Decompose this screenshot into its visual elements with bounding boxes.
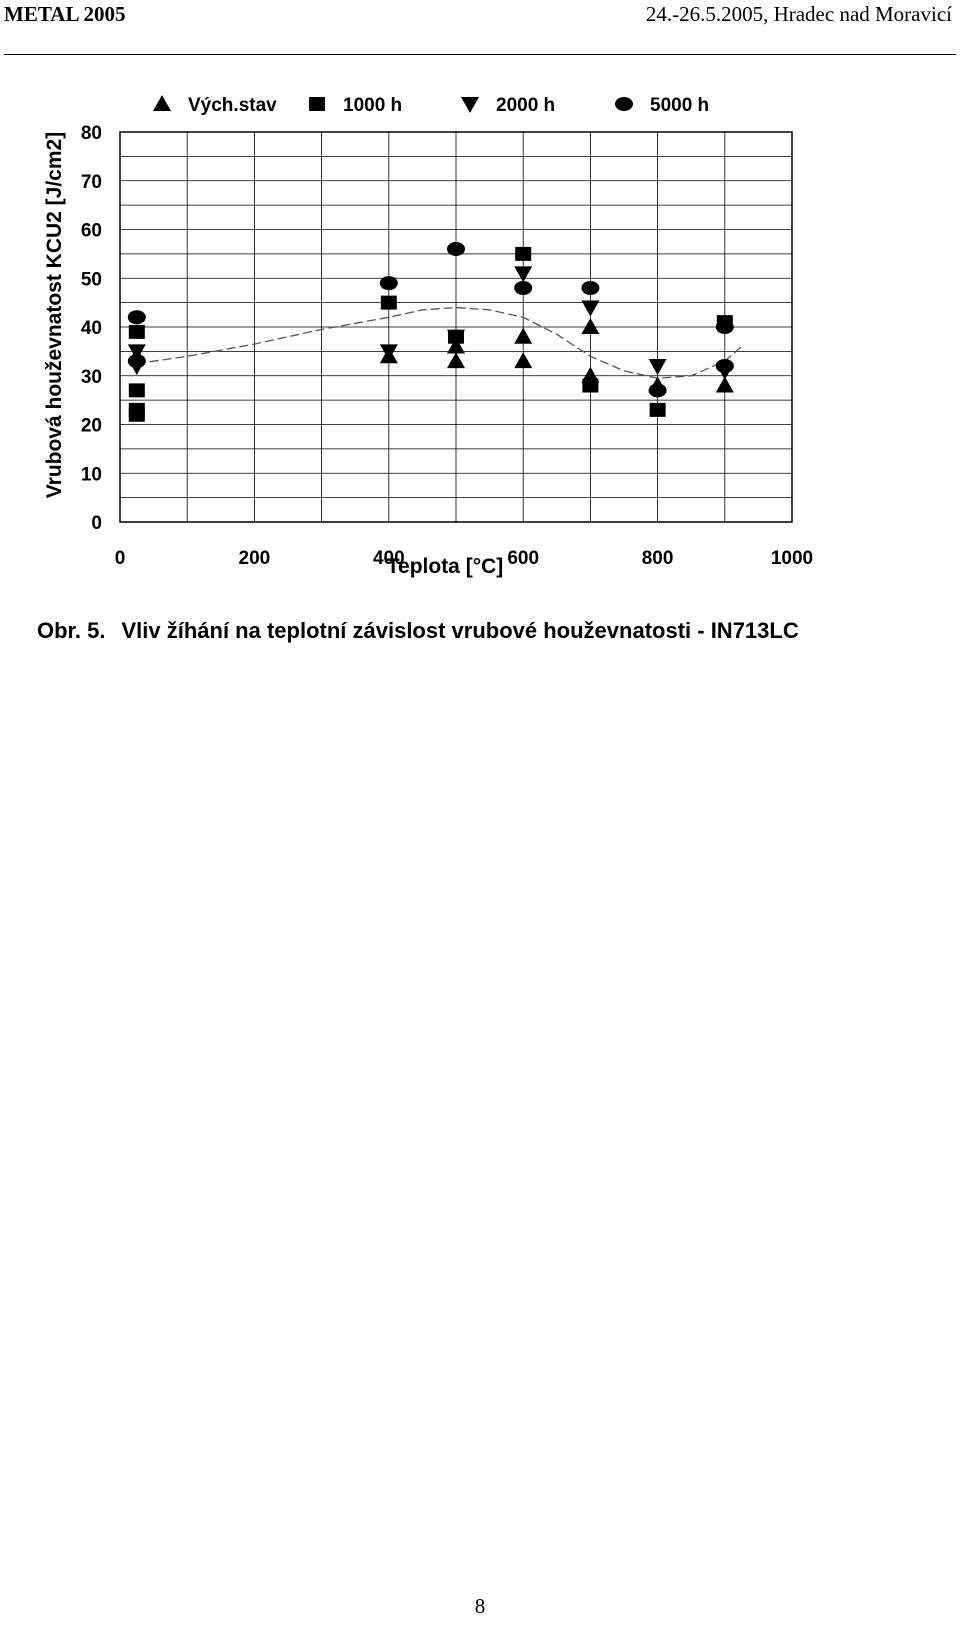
legend-label: Vých.stav <box>188 95 277 116</box>
y-tick-label: 50 <box>81 269 102 290</box>
data-point-triangle-up <box>715 376 734 393</box>
y-tick-label: 40 <box>81 318 102 339</box>
legend-marker-triangle-down <box>461 97 479 113</box>
legend-label: 1000 h <box>343 95 402 116</box>
y-axis-label: Vrubová houževnatost KCU2 [J/cm2] <box>43 132 66 498</box>
data-markers <box>127 242 734 422</box>
data-point-circle <box>715 320 734 334</box>
legend-label: 5000 h <box>650 95 709 116</box>
data-point-triangle-up <box>514 352 533 369</box>
page-number: 8 <box>474 1594 486 1618</box>
data-point-circle <box>447 242 465 256</box>
y-tick-label: 0 <box>91 513 102 534</box>
data-point-triangle-down <box>379 344 398 361</box>
data-point-circle <box>127 310 146 325</box>
legend: Vých.stav 1000 h 2000 h 5000 h <box>153 95 709 116</box>
data-point-triangle-up <box>447 352 465 369</box>
legend-marker-square <box>309 97 325 111</box>
legend-marker-triangle-up <box>153 95 171 111</box>
data-point-triangle-down <box>581 300 600 317</box>
data-point-circle <box>127 354 146 369</box>
y-tick-label: 60 <box>81 221 102 242</box>
trend-line <box>136 306 743 379</box>
data-point-triangle-down <box>447 329 465 346</box>
y-tick-label: 80 <box>81 123 102 144</box>
plot-area-frame <box>119 131 793 523</box>
x-tick-label: 200 <box>239 548 271 569</box>
chart-grid <box>120 132 792 522</box>
data-point-square <box>128 383 145 398</box>
y-tick-label: 30 <box>81 367 102 388</box>
data-point-circle <box>379 276 398 291</box>
data-point-circle <box>648 383 667 398</box>
data-point-triangle-down <box>127 344 146 361</box>
x-tick-label: 600 <box>507 548 539 569</box>
data-point-circle <box>514 281 533 295</box>
data-point-square <box>582 378 599 393</box>
legend-marker-circle <box>615 97 633 111</box>
y-tick-labels: 0 10 20 30 40 50 60 70 80 <box>81 123 102 534</box>
data-point-square <box>128 324 145 339</box>
x-tick-label: 1000 <box>771 548 813 569</box>
y-tick-label: 20 <box>81 416 102 437</box>
data-point-triangle-up <box>514 327 533 344</box>
data-point-circle <box>715 359 734 373</box>
data-point-triangle-down <box>648 359 667 375</box>
x-tick-label: 0 <box>115 548 126 569</box>
data-point-square <box>380 295 397 310</box>
figure-number: Obr. 5. <box>37 618 106 643</box>
y-tick-label: 70 <box>81 172 102 193</box>
header-date-location: 24.-26.5.2005, Hradec nad Moravicí <box>645 2 952 26</box>
data-point-triangle-down <box>514 266 533 283</box>
data-point-square <box>515 246 532 261</box>
x-tick-labels: 0 200 400 600 800 1000 <box>115 548 813 569</box>
data-point-triangle-up <box>581 318 600 334</box>
x-axis-label: Teplota [°C] <box>387 555 504 578</box>
y-tick-label: 10 <box>81 464 102 485</box>
header-conference-name: METAL 2005 <box>4 2 126 26</box>
data-point-circle <box>581 281 600 295</box>
x-tick-label: 400 <box>373 548 405 569</box>
figure-caption: Obr. 5. Vliv žíhání na teplotní závislost… <box>37 618 799 644</box>
legend-label: 2000 h <box>496 95 555 116</box>
impact-toughness-chart: 0 10 20 30 40 50 60 70 80 0 200 400 600 800 1000 Vých… <box>43 95 813 578</box>
data-point-square <box>649 402 666 417</box>
figure-caption-text: Vliv žíhání na teplotní závislost vrubov… <box>121 618 799 643</box>
x-tick-label: 800 <box>642 548 674 569</box>
header-divider <box>4 54 956 55</box>
data-point-square <box>128 402 145 417</box>
